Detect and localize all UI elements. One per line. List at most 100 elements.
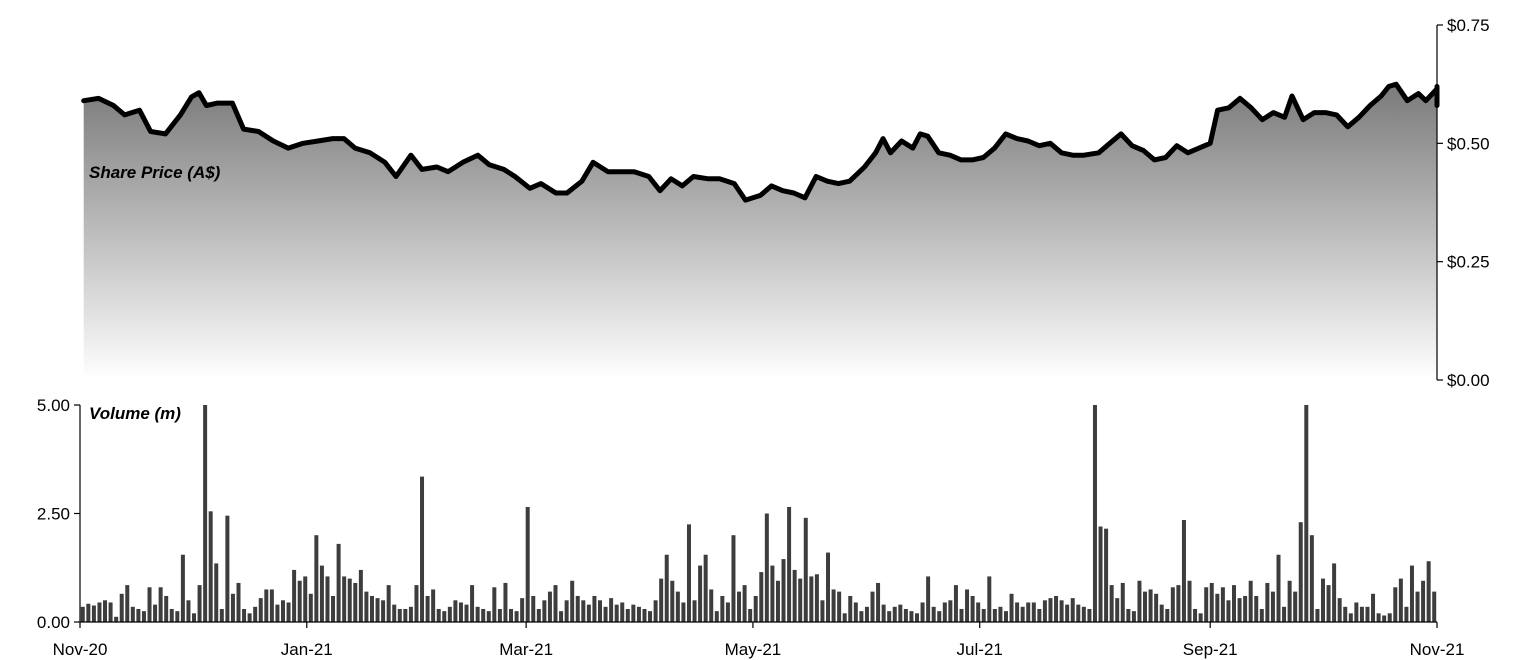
volume-bar [442, 611, 447, 622]
volume-bar [625, 608, 630, 622]
price-y-tick-label: $0.75 [1447, 16, 1490, 35]
price-area [83, 84, 1438, 380]
volume-bar [470, 585, 475, 622]
volume-bar [753, 595, 758, 622]
volume-bar [525, 506, 530, 622]
volume-bar [197, 585, 202, 622]
volume-bar [570, 580, 575, 622]
volume-bar [903, 608, 908, 622]
volume-bar [325, 576, 330, 622]
volume-bar [725, 602, 730, 622]
volume-bar [547, 591, 552, 622]
volume-bar [208, 511, 213, 622]
volume-bar [1020, 606, 1025, 622]
price-series-label: Share Price (A$) [89, 163, 221, 182]
volume-bar [1337, 598, 1342, 622]
volume-bar [286, 602, 291, 622]
volume-bar [153, 604, 158, 622]
volume-bar [636, 606, 641, 622]
volume-bar [898, 604, 903, 622]
volume-bar [698, 565, 703, 622]
volume-bar [1415, 591, 1420, 622]
volume-bar [303, 576, 308, 622]
volume-bar [319, 565, 324, 622]
volume-bar [1243, 595, 1248, 622]
volume-bar [1387, 613, 1392, 622]
volume-bar [653, 600, 658, 622]
volume-bar [809, 576, 814, 622]
volume-bar [86, 603, 91, 622]
volume-bar [915, 613, 919, 622]
volume-bar [998, 606, 1003, 622]
volume-bar [114, 616, 119, 622]
volume-bar [909, 611, 914, 622]
volume-bar [1220, 587, 1225, 622]
volume-bar [592, 595, 597, 622]
volume-y-tick-label: 2.50 [37, 505, 70, 524]
volume-bar [431, 589, 436, 622]
volume-bar [1393, 587, 1398, 622]
volume-bar [1037, 608, 1042, 622]
volume-bar [1115, 598, 1120, 622]
volume-bar [1298, 522, 1303, 622]
volume-y-tick-label: 5.00 [37, 396, 70, 415]
volume-bar [403, 608, 408, 622]
volume-bar [1070, 598, 1075, 622]
volume-bar [453, 600, 458, 622]
volume-bar [864, 606, 869, 622]
volume-bar [314, 535, 319, 622]
volume-bar [1237, 598, 1242, 622]
volume-bar [514, 611, 519, 622]
volume-bar [1270, 591, 1275, 622]
volume-bar [1259, 608, 1264, 622]
volume-bar [164, 595, 169, 622]
volume-bar [236, 582, 241, 622]
volume-bar [792, 569, 797, 622]
volume-bar [386, 585, 391, 622]
volume-bar [681, 602, 686, 622]
volume-bar [1287, 580, 1292, 622]
volume-bar [1009, 593, 1014, 622]
volume-bar [91, 605, 96, 622]
volume-bar [720, 595, 725, 622]
volume-bar [598, 600, 602, 622]
volume-bar [631, 604, 636, 622]
volume-bar [1382, 615, 1387, 622]
volume-panel: Volume (m) 5.00 2.50 0.00 Nov-20 Jan-21 Mar-21… [37, 396, 1465, 659]
volume-bar [247, 613, 252, 622]
volume-bar [1131, 611, 1136, 622]
volume-bar [141, 611, 146, 622]
volume-bar [1031, 602, 1036, 622]
volume-bar [859, 611, 864, 622]
volume-bar [258, 598, 263, 622]
volume-bar [475, 606, 480, 622]
volume-bar [692, 600, 697, 622]
volume-bar [1248, 580, 1253, 622]
volume-bar [1104, 528, 1109, 622]
volume-bar [831, 589, 836, 622]
volume-bar [1215, 593, 1220, 622]
volume-bar [826, 552, 831, 622]
volume-bar [1176, 585, 1181, 622]
volume-bar [420, 476, 425, 622]
volume-bar [1254, 595, 1259, 622]
volume-bar [297, 580, 302, 622]
volume-bar [714, 611, 719, 622]
volume-bar [764, 513, 769, 622]
volume-bar [397, 608, 402, 622]
volume-bar [648, 611, 653, 622]
volume-bar [987, 576, 992, 622]
volume-bar [1159, 604, 1164, 622]
x-tick-label: Sep-21 [1183, 640, 1238, 659]
volume-bar [436, 608, 441, 622]
volume-bar [130, 606, 135, 622]
volume-bar [169, 608, 174, 622]
volume-bar [1154, 593, 1159, 622]
volume-bar [1165, 608, 1170, 622]
volume-bar [931, 606, 936, 622]
volume-bar [965, 589, 970, 622]
volume-bar [264, 589, 269, 622]
volume-bar [1076, 604, 1081, 622]
volume-bar [292, 569, 297, 622]
volume-bar [1404, 606, 1409, 622]
